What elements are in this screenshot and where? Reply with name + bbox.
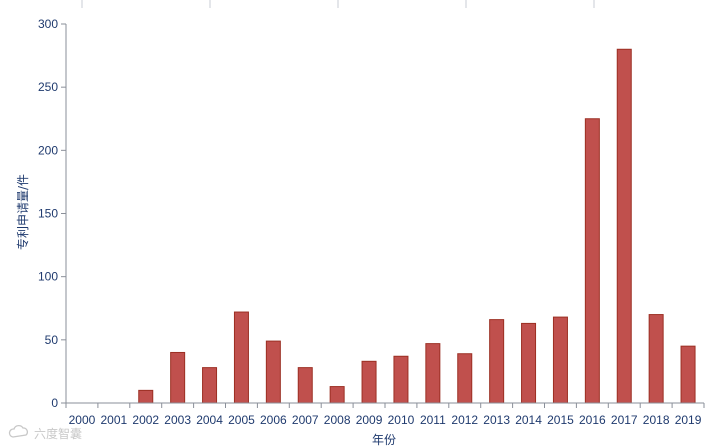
bar-2019 xyxy=(680,345,696,404)
x-tick-label: 2014 xyxy=(515,413,542,427)
y-axis-title: 专利申请量/件 xyxy=(15,174,30,250)
bar-2008 xyxy=(329,386,345,404)
x-axis-ticks: 2000 2001 2002 2003 2004 2005 2006 2007 2008 2009… xyxy=(65,403,705,427)
y-tick-label: 300 xyxy=(38,17,58,31)
bar-2012 xyxy=(457,353,473,404)
y-tick-label: 100 xyxy=(38,270,58,284)
x-axis-title: 年份 xyxy=(372,433,396,447)
bar-2004 xyxy=(202,367,218,404)
bar-2017 xyxy=(616,48,632,404)
bar-2009 xyxy=(361,360,377,404)
x-tick-label: 2002 xyxy=(132,413,159,427)
x-tick-label: 2008 xyxy=(324,413,351,427)
x-tick-label: 2017 xyxy=(611,413,638,427)
bar-2002 xyxy=(138,389,154,404)
x-tick-label: 2016 xyxy=(579,413,606,427)
x-tick-label: 2001 xyxy=(100,413,127,427)
bar-2005 xyxy=(233,311,249,404)
y-tick-label: 150 xyxy=(38,207,58,221)
bar-2014 xyxy=(521,322,537,404)
bar-2010 xyxy=(393,355,409,404)
cloud-logo-icon xyxy=(8,424,28,438)
bar-2006 xyxy=(265,340,281,404)
x-tick-label: 2003 xyxy=(164,413,191,427)
x-tick-label: 2007 xyxy=(292,413,319,427)
x-tick-label: 2018 xyxy=(643,413,670,427)
y-tick-label: 200 xyxy=(38,143,58,157)
bar-2003 xyxy=(170,351,186,404)
watermark-text: 六度智囊 xyxy=(34,426,82,441)
bar-2018 xyxy=(648,314,664,404)
bars xyxy=(138,48,696,404)
y-tick-label: 50 xyxy=(45,333,59,347)
bar-2016 xyxy=(584,118,600,404)
y-axis-ticks: 0 50 100 150 200 250 300 xyxy=(38,17,66,410)
top-tick-marks xyxy=(81,0,595,8)
x-tick-label: 2000 xyxy=(69,413,96,427)
bar-2013 xyxy=(489,319,505,404)
x-tick-label: 2011 xyxy=(420,413,446,427)
x-tick-label: 2006 xyxy=(260,413,287,427)
x-tick-label: 2009 xyxy=(356,413,383,427)
x-tick-label: 2019 xyxy=(675,413,702,427)
x-tick-label: 2015 xyxy=(547,413,574,427)
x-tick-label: 2010 xyxy=(388,413,415,427)
bar-2015 xyxy=(552,316,568,404)
x-tick-label: 2005 xyxy=(228,413,255,427)
y-tick-label: 0 xyxy=(51,396,58,410)
y-tick-label: 250 xyxy=(38,80,58,94)
x-tick-label: 2013 xyxy=(483,413,510,427)
x-tick-label: 2004 xyxy=(196,413,223,427)
bar-2007 xyxy=(297,367,313,404)
bar-2011 xyxy=(425,343,441,404)
watermark: 六度智囊 xyxy=(8,424,82,441)
x-tick-label: 2012 xyxy=(451,413,478,427)
